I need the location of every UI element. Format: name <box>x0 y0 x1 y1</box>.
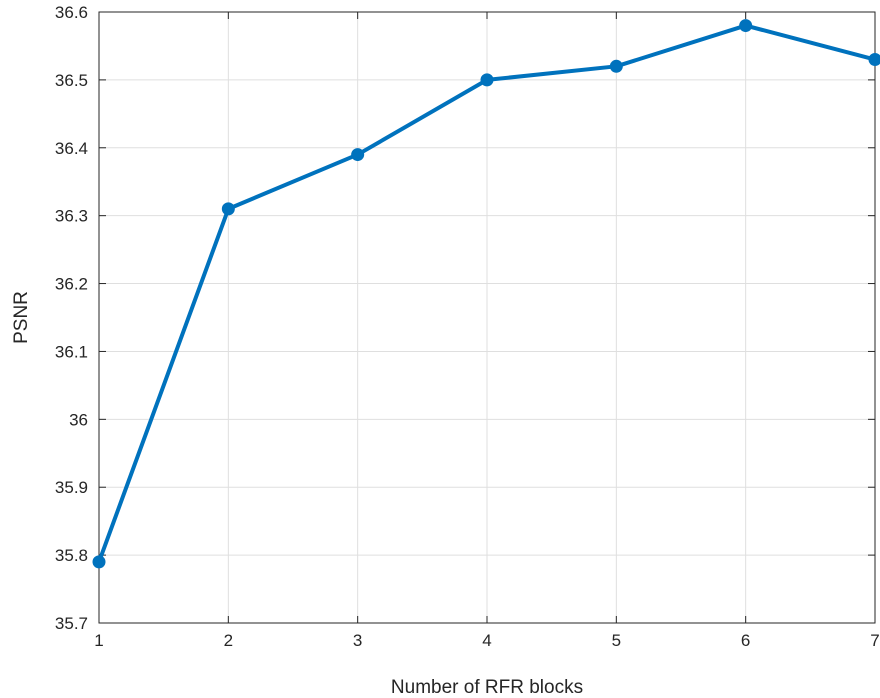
data-point <box>92 555 106 569</box>
x-tick-label: 1 <box>94 631 103 650</box>
y-tick-label: 36.3 <box>55 207 88 226</box>
y-tick-label: 35.7 <box>55 614 88 633</box>
y-tick-label: 35.9 <box>55 478 88 497</box>
data-point <box>351 148 365 162</box>
data-point <box>480 73 494 87</box>
x-tick-label: 7 <box>870 631 879 650</box>
data-point <box>739 19 753 33</box>
y-tick-label: 36.4 <box>55 139 88 158</box>
y-tick-label: 35.8 <box>55 546 88 565</box>
tick-labels: 1 2 3 4 5 6 7 35.7 35.8 35.9 36 36.1 36.2 36.3 36.4 36.… <box>55 3 880 650</box>
y-tick-label: 36 <box>69 410 88 429</box>
y-tick-label: 36.1 <box>55 342 88 361</box>
grid <box>98 11 876 624</box>
y-tick-label: 36.5 <box>55 71 88 90</box>
x-tick-label: 6 <box>741 631 750 650</box>
data-point <box>609 59 623 73</box>
x-axis-title: Number of RFR blocks <box>391 677 583 698</box>
x-tick-label: 3 <box>353 631 362 650</box>
data-point <box>868 53 880 67</box>
axis-ticks <box>98 11 876 624</box>
y-axis-title: PSNR <box>11 291 32 344</box>
y-tick-label: 36.2 <box>55 275 88 294</box>
series-layer <box>92 19 880 569</box>
x-tick-label: 5 <box>612 631 621 650</box>
x-tick-label: 4 <box>482 631 491 650</box>
y-tick-label: 36.6 <box>55 3 88 22</box>
data-point <box>221 202 235 216</box>
x-tick-label: 2 <box>224 631 233 650</box>
